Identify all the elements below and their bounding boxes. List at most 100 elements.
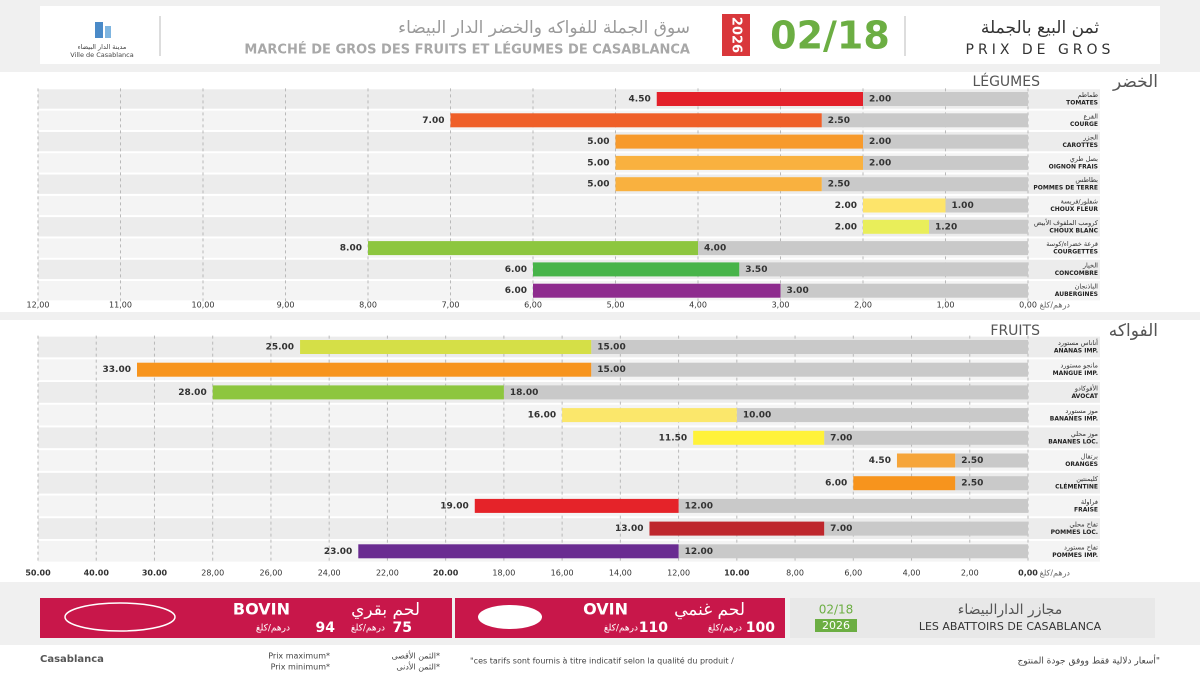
x-tick-label: 20.00: [433, 569, 459, 578]
legend-max: Prix maximum*: [268, 652, 330, 661]
logo-icon: [95, 22, 103, 38]
min-label: 2.50: [961, 456, 983, 466]
x-tick-label: 30.00: [142, 569, 168, 578]
unit: درهم/كلغ: [351, 624, 385, 634]
max-label: 23.00: [324, 547, 352, 557]
category-label-ar: القرع: [1083, 112, 1098, 120]
max-bar: [533, 283, 781, 298]
max-bar: [533, 262, 740, 277]
max-bar: [368, 241, 698, 256]
unit: درهم/كلغ: [256, 624, 290, 634]
logo-ar: مدينة الدار البيضاء: [78, 43, 127, 51]
max-label: 28.00: [178, 388, 206, 398]
max-bar: [450, 113, 822, 128]
max-label: 13.00: [615, 524, 643, 534]
min-bar: [591, 340, 1028, 354]
sheep-icon: [478, 605, 542, 629]
x-tick-label: 12,00: [27, 301, 50, 310]
min-label: 7.00: [830, 524, 852, 534]
category-label-ar: موز محلي: [1071, 430, 1098, 438]
abattoir-fr: LES ABATTOIRS DE CASABLANCA: [919, 620, 1102, 633]
category-label-ar: موز مستورد: [1065, 407, 1098, 415]
x-tick-label: 5,00: [607, 301, 625, 310]
max-label: 2.00: [835, 222, 857, 232]
category-label-ar: طماطم: [1078, 91, 1098, 99]
min-label: 3.00: [787, 286, 809, 296]
category-label: MANGUE IMP.: [1053, 370, 1098, 377]
row-band: [38, 217, 1100, 237]
min-bar: [955, 453, 1028, 468]
x-tick-label: 6,00: [524, 301, 542, 310]
legend-min-ar: الثمن الأدنى*: [396, 662, 440, 672]
min-bar: [863, 134, 1028, 149]
max-label: 6.00: [825, 479, 847, 489]
min-bar: [821, 177, 1028, 192]
year-box: [722, 14, 750, 56]
min-label: 3.50: [745, 265, 767, 275]
category-label: FRAISE: [1074, 506, 1098, 513]
label-fr: PRIX DE GROS: [966, 42, 1115, 58]
note-fr: "ces tarifs sont fournis à titre indicat…: [470, 656, 734, 666]
min-bar: [736, 408, 1028, 423]
max-bar: [137, 362, 592, 377]
category-label: ANANAS IMP.: [1054, 348, 1098, 355]
min-label: 2.50: [828, 116, 850, 126]
max-label: 16.00: [528, 411, 556, 421]
max-bar: [615, 177, 822, 192]
date: 02/18: [819, 603, 854, 617]
min-bar: [955, 476, 1028, 491]
max-label: 5.00: [587, 158, 609, 168]
x-tick-label: 8,00: [359, 301, 377, 310]
max-bar: [896, 453, 956, 468]
unit: درهم/كلغ: [604, 624, 638, 634]
ovin-max: 110: [639, 620, 668, 636]
min-bar: [591, 362, 1028, 377]
min-label: 15.00: [597, 343, 625, 353]
category-label: POMMES IMP.: [1052, 552, 1098, 559]
category-label-ar: تفاح محلي: [1069, 521, 1098, 529]
x-tick-label: 0,00: [1018, 569, 1038, 578]
max-label: 33.00: [103, 365, 131, 375]
abattoir-ar: مجازر الدارالبيضاء: [958, 602, 1063, 618]
min-bar: [739, 262, 1028, 277]
row-band: [38, 195, 1100, 216]
max-label: 6.00: [505, 286, 527, 296]
min-bar: [678, 544, 1028, 559]
footer-logo: Casablanca: [40, 654, 104, 665]
max-bar: [863, 198, 946, 213]
min-label: 2.00: [869, 137, 891, 147]
category-label-ar: الباذنجان: [1075, 283, 1099, 291]
category-label: ORANGES: [1065, 461, 1098, 468]
category-label: OIGNON FRAIS: [1049, 163, 1098, 170]
logo-fr: Ville de Casablanca: [70, 51, 133, 59]
category-label-ar: أناناس مستورد: [1058, 338, 1098, 347]
x-tick-label: 8,00: [786, 569, 804, 578]
category-label: CAROTTES: [1062, 142, 1098, 149]
min-label: 12.00: [685, 501, 713, 511]
min-bar: [824, 521, 1028, 536]
min-bar: [824, 430, 1028, 445]
min-label: 12.00: [685, 547, 713, 557]
min-label: 2.50: [828, 180, 850, 190]
title-ar: سوق الجملة للفواكه والخضر الدار البيضاء: [398, 18, 690, 38]
x-tick-label: 1,00: [937, 301, 955, 310]
min-bar: [821, 113, 1028, 128]
category-label-ar: الأفوكادو: [1074, 383, 1098, 392]
x-tick-label: 4,00: [903, 569, 921, 578]
max-label: 4.50: [869, 456, 891, 466]
max-bar: [474, 498, 679, 513]
category-label: CHOUX BLANC: [1049, 227, 1098, 234]
category-label-ar: قرعة خضراء/كوسة: [1046, 240, 1098, 248]
category-label-ar: الجزر: [1082, 134, 1098, 142]
min-label: 10.00: [743, 411, 771, 421]
category-label: COURGETTES: [1053, 249, 1098, 256]
category-label-ar: كليمنتين: [1076, 475, 1099, 483]
category-label-ar: الخيار: [1082, 261, 1098, 269]
category-label-ar: كرومب الملفوف الأبيض: [1034, 218, 1099, 227]
category-label: POMMES DE TERRE: [1033, 185, 1098, 192]
max-label: 8.00: [340, 244, 362, 254]
max-label: 25.00: [266, 343, 294, 353]
bovin-max: 94: [316, 620, 336, 636]
max-label: 11.50: [659, 433, 687, 443]
